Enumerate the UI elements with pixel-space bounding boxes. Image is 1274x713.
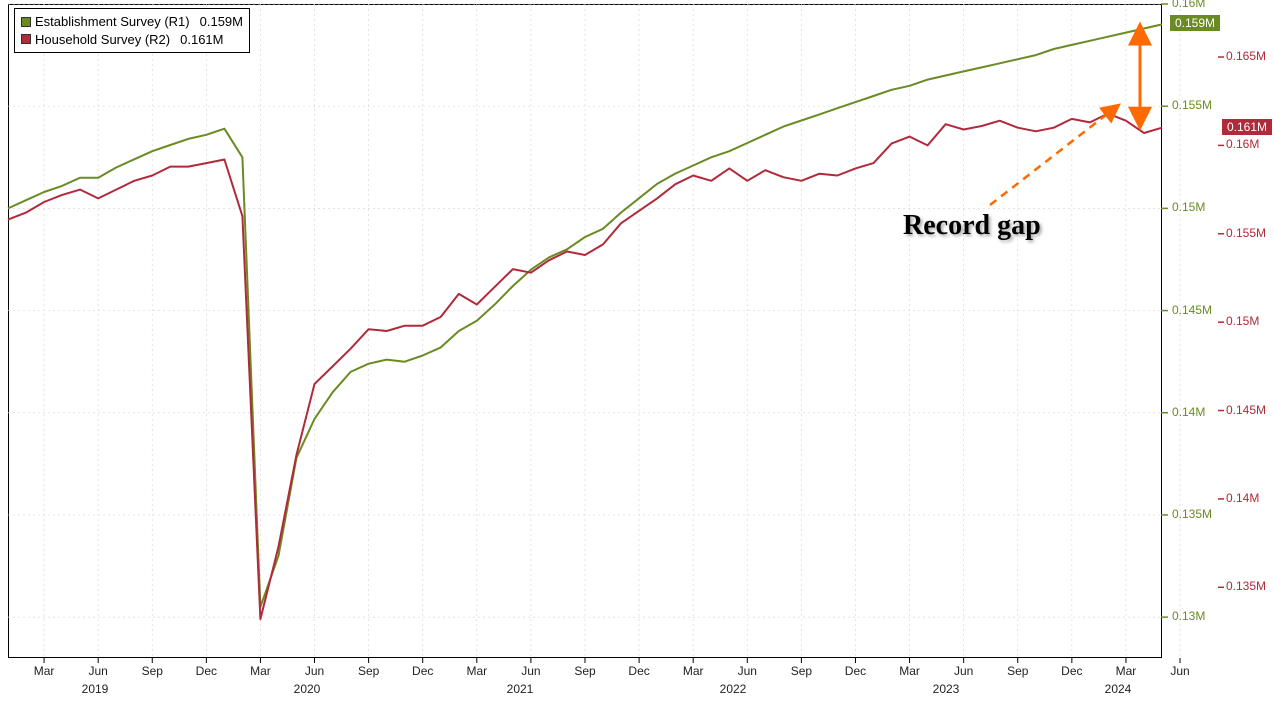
legend: Establishment Survey (R1) 0.159M Househo…	[14, 8, 250, 53]
axis-tick-label: 0.14M	[1172, 405, 1205, 419]
legend-label-r2: Household Survey (R2)	[35, 31, 170, 49]
axis-tick-label: 0.135M	[1226, 579, 1266, 593]
axis-tick-label: Dec	[628, 664, 649, 678]
axis-tick-label: 2021	[507, 682, 534, 696]
axis-tick-label: 2022	[720, 682, 747, 696]
annotation-record-gap: Record gap	[903, 210, 1041, 242]
axis-tick-label: 0.16M	[1172, 0, 1205, 10]
axis-tick-label: Dec	[1061, 664, 1082, 678]
axis-tick-label: 0.15M	[1226, 314, 1259, 328]
value-badge-r2: 0.161M	[1222, 119, 1272, 135]
legend-swatch-r1	[21, 17, 31, 27]
axis-tick-label: Mar	[683, 664, 704, 678]
axis-tick-label: 0.15M	[1172, 200, 1205, 214]
axis-tick-label: 0.145M	[1172, 303, 1212, 317]
legend-row-r2: Household Survey (R2) 0.161M	[21, 31, 243, 49]
legend-value-r2: 0.161M	[180, 31, 223, 49]
axis-tick-label: 0.145M	[1226, 403, 1266, 417]
axis-tick-label: Dec	[412, 664, 433, 678]
axis-tick-label: 2024	[1105, 682, 1132, 696]
axis-tick-label: Sep	[142, 664, 163, 678]
axis-tick-label: Sep	[574, 664, 595, 678]
legend-value-r1: 0.159M	[200, 13, 243, 31]
axis-tick-label: Jun	[954, 664, 973, 678]
legend-swatch-r2	[21, 34, 31, 44]
axis-tick-label: Jun	[521, 664, 540, 678]
axis-tick-label: Jun	[1170, 664, 1189, 678]
axis-tick-label: 0.14M	[1226, 491, 1259, 505]
axis-tick-label: 2020	[294, 682, 321, 696]
axis-tick-label: 0.135M	[1172, 507, 1212, 521]
axis-tick-label: Mar	[34, 664, 55, 678]
chart-svg	[0, 0, 1274, 713]
axis-tick-label: 0.13M	[1172, 609, 1205, 623]
axis-tick-label: Jun	[305, 664, 324, 678]
legend-label-r1: Establishment Survey (R1)	[35, 13, 190, 31]
axis-tick-label: Jun	[738, 664, 757, 678]
axis-tick-label: Jun	[88, 664, 107, 678]
axis-tick-label: 2019	[82, 682, 109, 696]
axis-tick-label: 0.155M	[1172, 98, 1212, 112]
axis-tick-label: 2023	[933, 682, 960, 696]
axis-tick-label: 0.165M	[1226, 49, 1266, 63]
axis-tick-label: Mar	[466, 664, 487, 678]
axis-tick-label: Sep	[1007, 664, 1028, 678]
axis-tick-label: 0.16M	[1226, 137, 1259, 151]
axis-tick-label: Mar	[250, 664, 271, 678]
axis-tick-label: Sep	[791, 664, 812, 678]
legend-row-r1: Establishment Survey (R1) 0.159M	[21, 13, 243, 31]
axis-tick-label: Mar	[899, 664, 920, 678]
chart-container: Establishment Survey (R1) 0.159M Househo…	[0, 0, 1274, 713]
axis-tick-label: Dec	[845, 664, 866, 678]
axis-tick-label: 0.155M	[1226, 226, 1266, 240]
axis-tick-label: Sep	[358, 664, 379, 678]
axis-tick-label: Dec	[196, 664, 217, 678]
value-badge-r1: 0.159M	[1170, 15, 1220, 31]
axis-tick-label: Mar	[1116, 664, 1137, 678]
